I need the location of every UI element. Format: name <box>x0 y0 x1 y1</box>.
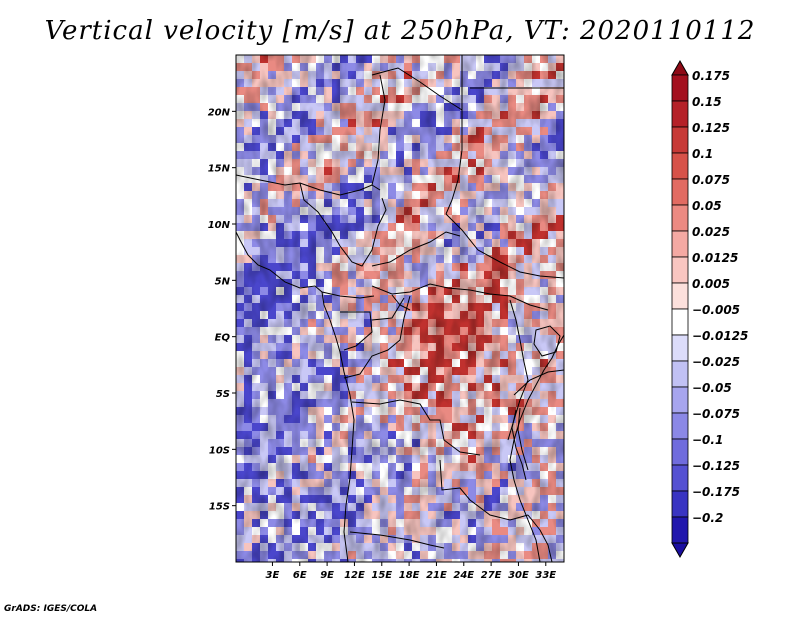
colorbar-label: 0.025 <box>692 225 730 239</box>
colorbar-swatch <box>671 256 689 284</box>
colorbar-swatch <box>671 464 689 492</box>
border-tanzania <box>513 369 564 396</box>
lon-tick-label: 9E <box>320 570 334 581</box>
colorbar-swatch <box>671 360 689 388</box>
colorbar-swatch <box>671 230 689 258</box>
colorbar-top-cap <box>671 59 689 76</box>
lon-tick-label: 30E <box>508 570 529 581</box>
colorbar-swatch <box>671 308 689 336</box>
lat-tick-label: 20N <box>208 107 231 118</box>
colorbar-label: −0.0125 <box>692 329 748 343</box>
border-nile-region <box>391 294 411 311</box>
colorbar-swatch <box>671 204 689 232</box>
colorbar: 0.175 0.15 0.125 0.1 0.075 0.05 0.025 0.0125 0.0… <box>671 59 748 559</box>
colorbar-label: −0.1 <box>692 433 723 447</box>
lon-tick-label: 21E <box>426 570 447 581</box>
lon-tick-label: 6E <box>293 570 307 581</box>
border-niger-chad <box>371 74 386 186</box>
colorbar-swatch <box>671 152 689 180</box>
colorbar-label: 0.075 <box>692 173 730 187</box>
border-nigeria <box>299 182 387 267</box>
lon-tick-label: 24E <box>453 570 474 581</box>
colorbar-label: −0.175 <box>692 485 740 499</box>
colorbar-swatch <box>671 100 689 128</box>
colorbar-swatch <box>671 490 689 518</box>
colorbar-swatch <box>671 74 689 102</box>
colorbar-swatch <box>671 412 689 440</box>
border-zambia <box>439 459 529 521</box>
lake-tanganyika <box>511 407 529 481</box>
lat-tick-label: 10S <box>209 445 230 456</box>
lat-tick-label: 15S <box>209 502 230 513</box>
chart-title: Vertical velocity [m/s] at 250hPa, VT: 2… <box>44 16 756 46</box>
lon-tick-label: 33E <box>535 570 556 581</box>
colorbar-swatch <box>671 386 689 414</box>
coastline-west <box>236 231 355 562</box>
coastline-east <box>509 334 564 562</box>
colorbar-label: 0.005 <box>692 277 730 291</box>
map-area: 20N 15N 10N 5N EQ 5S 10S 15S 3E 6E 9E 12E 15E 18E 21E 2… <box>208 54 565 581</box>
border-cameroon-south <box>321 291 375 299</box>
border-sudan <box>445 213 564 279</box>
colorbar-label: 0.15 <box>692 95 722 109</box>
colorbar-label: −0.075 <box>692 407 740 421</box>
colorbar-swatch <box>671 126 689 154</box>
border-egypt <box>461 55 564 110</box>
colorbar-bottom-cap <box>671 542 689 559</box>
colorbar-label: −0.005 <box>692 303 740 317</box>
border-angola-namibia <box>349 531 445 549</box>
lon-tick-label: 18E <box>399 570 420 581</box>
border-chad-car <box>371 231 461 267</box>
border-angola-drc <box>351 399 481 456</box>
lon-tick-label: 27E <box>481 570 502 581</box>
lat-tick-label: 15N <box>208 164 231 175</box>
colorbar-label: 0.05 <box>692 199 722 213</box>
map-axes: 20N 15N 10N 5N EQ 5S 10S 15S 3E 6E 9E 12E 15E 18E 21E 2… <box>208 107 557 581</box>
lon-tick-label: 3E <box>266 570 280 581</box>
colorbar-label: 0.175 <box>692 69 730 83</box>
border-sahel <box>236 174 381 196</box>
lon-tick-label: 15E <box>371 570 392 581</box>
lat-tick-label: 5N <box>215 276 231 287</box>
country-borders <box>236 55 564 562</box>
colorbar-label: −0.2 <box>692 511 723 525</box>
colorbar-label: −0.05 <box>692 381 732 395</box>
lake-victoria <box>533 325 561 357</box>
velocity-field <box>236 55 564 562</box>
grads-credit: GrADS: IGES/COLA <box>4 604 98 614</box>
colorbar-label: 0.1 <box>692 147 713 161</box>
colorbar-swatch <box>671 516 689 544</box>
colorbar-swatch <box>671 282 689 310</box>
colorbar-label: 0.125 <box>692 121 730 135</box>
border-drc-west <box>343 295 411 379</box>
colorbar-label: −0.025 <box>692 355 740 369</box>
lat-tick-label: EQ <box>215 333 231 344</box>
border-car-drc <box>371 283 549 311</box>
lon-tick-label: 12E <box>344 570 365 581</box>
border-mozambique <box>527 514 553 562</box>
colorbar-label: −0.125 <box>692 459 740 473</box>
colorbar-swatch <box>671 334 689 362</box>
colorbar-swatch <box>671 438 689 466</box>
map-frame <box>235 54 565 563</box>
lat-tick-label: 10N <box>208 220 231 231</box>
colorbar-swatch <box>671 178 689 206</box>
colorbar-label: 0.0125 <box>692 251 738 265</box>
lat-tick-label: 5S <box>216 389 230 400</box>
